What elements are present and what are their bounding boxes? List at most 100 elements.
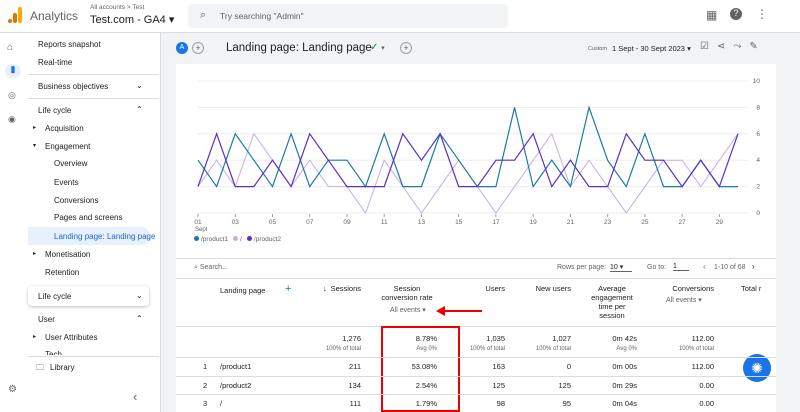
nav-section[interactable]: Life cycle (38, 292, 72, 301)
row-cell: 0 (566, 362, 571, 371)
y-tick-label: 0 (756, 210, 760, 217)
row-cell: 98 (496, 399, 505, 408)
nav-item[interactable]: Events (54, 178, 79, 187)
x-tick-label: 13 (418, 219, 426, 226)
chevron: ⌃ (136, 314, 143, 323)
x-tick-label: 03 (232, 219, 240, 226)
comparison-avatar[interactable]: A (176, 42, 188, 54)
x-sublabel: Sept (195, 227, 208, 233)
column-header: Sessions (330, 284, 361, 293)
date-kind: Custom (588, 46, 607, 52)
total-value: 8.78% (415, 334, 437, 343)
table-search[interactable]: ⌕ Search... (194, 264, 228, 271)
filter-label: All events (666, 297, 697, 304)
nav-item[interactable]: Pages and screens (54, 213, 123, 222)
rows-label: Rows per page: (557, 264, 607, 271)
more-icon[interactable]: ⋮ (756, 7, 768, 21)
product-name: Analytics (30, 9, 79, 23)
library-area (28, 356, 159, 412)
goto-input[interactable]: 1 (673, 263, 689, 271)
prev-page[interactable]: ‹ (703, 262, 706, 271)
row-cell: 1.79% (415, 399, 437, 408)
add-dimension[interactable]: + (285, 283, 292, 295)
property[interactable]: Test.com - GA4 ▾ (90, 14, 175, 26)
row-cell: 211 (349, 362, 361, 371)
report-card (176, 64, 776, 412)
nav-item[interactable]: Conversions (54, 196, 99, 205)
column-filter[interactable]: All events ▾ (390, 307, 426, 314)
breadcrumb[interactable]: All accounts > Test (90, 4, 145, 11)
nav-item[interactable]: Acquisition (45, 124, 84, 133)
nav-item[interactable]: Real-time (38, 58, 73, 67)
nav-section[interactable]: Business objectives (38, 82, 109, 91)
highlight-box (381, 326, 460, 412)
report-title: Landing page: Landing page (226, 42, 372, 54)
x-tick-label: 27 (679, 219, 687, 226)
nav-section[interactable]: Life cycle (38, 106, 72, 115)
caret: ▸ (33, 251, 37, 257)
add-button[interactable]: + (400, 42, 412, 54)
rows-select[interactable]: 10 ▾ (610, 263, 632, 272)
dimension-header: Landing page (220, 286, 266, 295)
insights-button[interactable]: ✺ (743, 354, 771, 382)
nav-item[interactable]: Reports snapshot (38, 40, 101, 49)
next-page[interactable]: › (752, 262, 755, 271)
reports-icon[interactable]: ▮ (5, 64, 21, 78)
nav-item[interactable]: Monetisation (45, 250, 91, 259)
check-icon: ✓ ▾ (370, 42, 385, 53)
pagination: 1-10 of 68 (714, 264, 746, 271)
add-comparison[interactable]: + (192, 42, 204, 54)
divider (176, 326, 776, 327)
advertising-icon[interactable]: ◉ (8, 114, 16, 124)
collapse-button[interactable]: ‹ (133, 389, 138, 404)
row-cell: 95 (562, 399, 571, 408)
nav-item-active[interactable]: Landing page: Landing page (54, 232, 156, 241)
total-note: Avg 0% (616, 346, 637, 352)
icon-rail (0, 33, 27, 412)
x-tick-label: 29 (716, 219, 724, 226)
search-icon: ⌕ (200, 9, 207, 21)
column-header: Total r (741, 284, 762, 293)
caret: ▸ (33, 334, 37, 340)
nav-item[interactable]: Overview (54, 159, 88, 168)
nav-item[interactable]: Engagement (45, 142, 91, 151)
total-value: 1,276 (342, 334, 361, 343)
header-icons[interactable]: ☑⋖⤳✎ (700, 41, 766, 52)
row-cell: 111 (349, 399, 361, 408)
nav-item[interactable]: User Attributes (45, 333, 98, 342)
y-tick-label: 6 (756, 131, 760, 138)
search-box[interactable] (188, 4, 508, 28)
nav-item[interactable]: Tech (45, 350, 62, 355)
apps-icon[interactable]: ▦ (706, 8, 718, 22)
column-filter[interactable]: All events ▾ (666, 297, 702, 304)
x-tick-label: 15 (455, 219, 463, 226)
caret: ▸ (33, 125, 37, 131)
x-tick-label: 17 (492, 219, 500, 226)
legend-item: / (233, 236, 242, 243)
legend-dot (194, 236, 199, 241)
settings-icon[interactable]: ⚙ (8, 384, 17, 395)
nav-item[interactable]: Retention (45, 268, 80, 277)
row-cell: 134 (348, 380, 361, 390)
x-tick-label: 07 (306, 219, 314, 226)
column-header: Session conversion rate (381, 284, 433, 302)
row-divider (176, 357, 776, 358)
row-page: /product1 (220, 362, 252, 371)
rows-value: 10 (610, 264, 618, 271)
help-icon[interactable]: ? (730, 8, 742, 20)
divider (176, 278, 776, 279)
date-range[interactable]: 1 Sept - 30 Sept 2023 ▾ (612, 44, 691, 53)
total-value: 112.00 (691, 334, 714, 343)
nav-section[interactable]: User (38, 315, 55, 324)
row-cell: 0m 00s (612, 362, 637, 371)
row-cell: 0m 29s (612, 380, 637, 390)
library[interactable]: Library (50, 363, 75, 372)
row-cell: 0.00 (699, 399, 714, 408)
column-header: Users (485, 284, 505, 293)
row-page: /product2 (220, 380, 252, 390)
explore-icon[interactable]: ◎ (8, 90, 16, 100)
total-note: 100% of total (678, 346, 714, 352)
home-icon[interactable]: ⌂ (7, 42, 14, 53)
x-tick-label: 05 (269, 219, 277, 226)
